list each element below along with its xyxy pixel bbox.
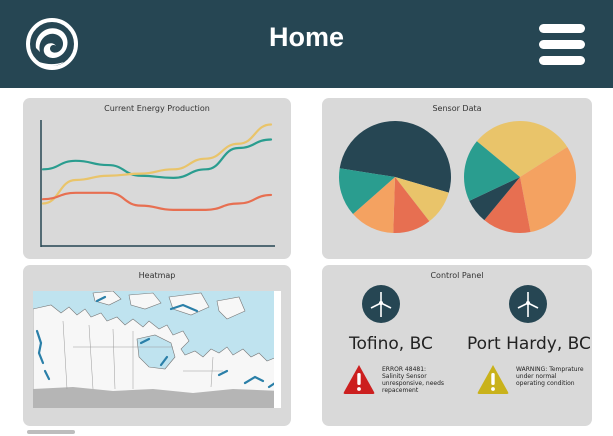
arctic-island (216, 296, 246, 320)
series-line-2 (41, 123, 273, 205)
app-header: Home (0, 0, 613, 88)
heatmap-card[interactable]: Heatmap (23, 265, 291, 426)
caution-warning-icon (477, 365, 509, 394)
pie-2-slice-5 (464, 141, 520, 201)
pie-1-slice-1 (339, 121, 451, 193)
page-title: Home (268, 22, 344, 52)
pie-2-slice-2 (520, 146, 576, 233)
series-line-1 (41, 138, 273, 179)
us-region (33, 387, 281, 408)
site-status-message-tofino: ERROR 48481: Salinity Sensor unresponsiv… (382, 366, 445, 394)
control-panel-title: Control Panel (430, 271, 484, 280)
hamburger-menu-icon[interactable] (539, 24, 585, 66)
control-panel-card[interactable]: Control Panel Tofino, BC ERROR 48481: Sa… (322, 265, 592, 426)
menu-bar (539, 40, 585, 49)
energy-production-card[interactable]: Current Energy Production (23, 98, 291, 259)
horizontal-scrollbar[interactable] (27, 430, 75, 434)
error-warning-icon (343, 365, 375, 394)
pie-2-slice-3 (484, 177, 531, 234)
province-borders (62, 320, 223, 390)
site-name-tofino: Tofino, BC (349, 334, 433, 354)
arctic-island (92, 291, 122, 306)
pie-2-slice-1 (476, 120, 568, 177)
pie-chart-1 (339, 121, 451, 233)
pie-1-slice-5 (339, 168, 395, 215)
heatmap-card-title: Heatmap (138, 271, 176, 280)
wave-swirl-icon[interactable] (26, 18, 78, 70)
series-line-3 (41, 191, 273, 211)
menu-bar (539, 24, 585, 33)
coastal-heat (35, 295, 277, 389)
canada-heatmap[interactable] (33, 291, 281, 408)
wind-turbine-icon[interactable] (509, 285, 547, 323)
energy-card-title: Current Energy Production (104, 104, 210, 113)
pie-1-slice-2 (395, 177, 449, 222)
sensor-pie-charts (339, 120, 576, 234)
pie-chart-2 (464, 120, 576, 234)
menu-bar (539, 56, 585, 65)
pie-2-slice-4 (469, 177, 520, 221)
wind-turbine-icon[interactable] (362, 285, 400, 323)
pie-1-slice-3 (393, 177, 430, 233)
energy-line-chart (40, 120, 275, 247)
site-name-port-hardy: Port Hardy, BC (467, 334, 591, 354)
sensor-card-title: Sensor Data (432, 104, 482, 113)
site-status-message-port-hardy: WARNING: Temprature under normal operati… (516, 366, 584, 387)
arctic-island (128, 292, 162, 310)
map-border (274, 291, 281, 408)
arctic-island (168, 292, 210, 316)
sensor-data-card[interactable]: Sensor Data (322, 98, 592, 259)
pie-1-slice-4 (352, 177, 395, 233)
